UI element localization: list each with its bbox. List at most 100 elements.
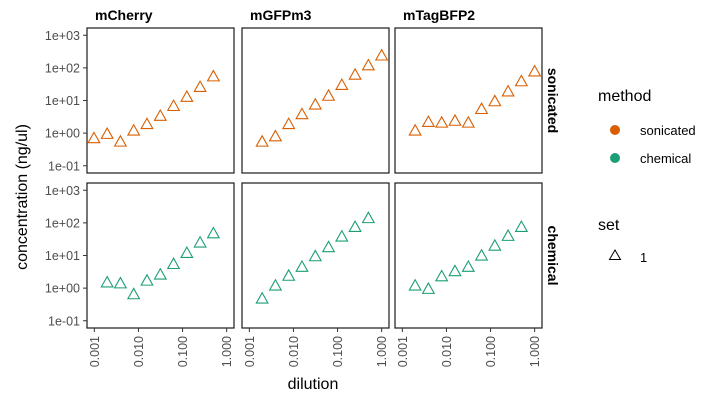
x-tick-label: 1.000 [528,336,542,367]
x-tick-label: 0.010 [287,336,301,367]
x-tick-label: 1.000 [375,336,389,367]
data-point [166,257,181,270]
data-point [180,245,194,258]
x-tick-label: 0.010 [440,336,454,367]
legend: method sonicated chemical set 1 [598,88,696,265]
data-point [501,228,515,241]
legend-triangle-icon [608,249,622,260]
data-point [308,249,323,262]
data-point [281,117,296,130]
data-point [361,211,376,224]
data-point [113,276,128,289]
y-tick-label: 1e+03 [45,184,80,198]
data-point [308,97,323,110]
x-tick-label: 0.100 [484,336,498,367]
x-tick-label: 0.001 [243,336,257,367]
x-tick-label: 0.100 [176,336,190,367]
data-point [193,80,207,93]
data-point [180,89,194,102]
data-point [255,291,269,304]
data-point [461,115,476,128]
data-point [335,229,349,242]
data-point [348,220,362,233]
strip-label-mCherry: mCherry [95,7,153,23]
x-tick-label: 0.100 [331,336,345,367]
data-point [335,78,349,91]
panel-sonicated-mCherry [86,27,235,174]
data-point [295,259,309,272]
y-tick-label: 1e+01 [45,94,80,108]
y-tick-label: 1e+02 [45,61,80,75]
x-tick-label: 1.000 [220,336,234,367]
data-point [100,275,114,288]
data-point [408,278,422,291]
strip-label-sonicated: sonicated [545,68,561,133]
data-point [166,99,181,112]
data-point [488,94,502,107]
data-point [474,102,489,115]
data-point [514,74,529,87]
x-tick-label: 0.001 [88,336,102,367]
data-point [434,269,449,282]
strip-label-mTagBFP2: mTagBFP2 [403,7,475,23]
y-axis-title: concentration (ng/ul) [14,124,31,270]
data-point [321,240,336,253]
legend-label-set-1: 1 [640,250,647,265]
x-tick-label: 0.001 [396,336,410,367]
panel-chemical-mTagBFP2 [394,182,543,329]
y-tick-label: 1e+00 [45,282,80,296]
data-point [281,268,296,281]
data-point [321,88,336,101]
data-point [448,264,462,277]
data-point [126,123,141,136]
panel-chemical-mCherry [86,182,235,329]
data-point [501,84,515,97]
y-tick-label: 1e+00 [45,127,80,141]
data-point [153,108,168,121]
data-point [255,134,269,147]
data-point [374,48,389,61]
data-point [474,248,489,261]
y-tick-label: 1e+02 [45,216,80,230]
data-point [488,238,502,251]
panel-chemical-mGFPm3 [241,182,390,329]
panels-layer: mCherry mGFPm3 mTagBFP2 sonicated chemical 1e… [45,7,561,367]
data-point [206,226,221,239]
data-point [361,58,376,71]
data-point [113,134,128,147]
data-point [87,131,101,144]
panel-sonicated-mTagBFP2 [394,27,543,174]
legend-swatch-sonicated [610,125,620,135]
data-point [527,64,542,77]
data-point [295,107,309,120]
y-tick-label: 1e-01 [48,159,80,173]
y-tick-label: 1e+03 [45,29,80,43]
data-point [206,69,221,82]
data-point [100,126,114,139]
data-point [434,115,449,128]
data-point [153,267,168,280]
data-point [268,129,283,142]
strip-label-chemical: chemical [545,226,561,286]
strip-label-mGFPm3: mGFPm3 [250,7,312,23]
data-point [126,287,141,300]
data-point [421,115,436,128]
data-point [193,235,207,248]
data-point [140,117,154,130]
data-point [421,281,436,294]
data-point [348,67,362,80]
legend-label-sonicated: sonicated [640,123,696,138]
legend-label-chemical: chemical [640,151,691,166]
legend-method-title: method [598,88,651,105]
data-point [514,220,529,233]
legend-swatch-chemical [610,153,620,163]
x-tick-label: 0.010 [132,336,146,367]
panel-sonicated-mGFPm3 [241,27,390,174]
data-point [461,259,476,272]
data-point [140,273,154,286]
data-point [268,278,283,291]
x-axis-title: dilution [288,376,339,393]
y-tick-label: 1e+01 [45,249,80,263]
data-point [448,113,462,126]
